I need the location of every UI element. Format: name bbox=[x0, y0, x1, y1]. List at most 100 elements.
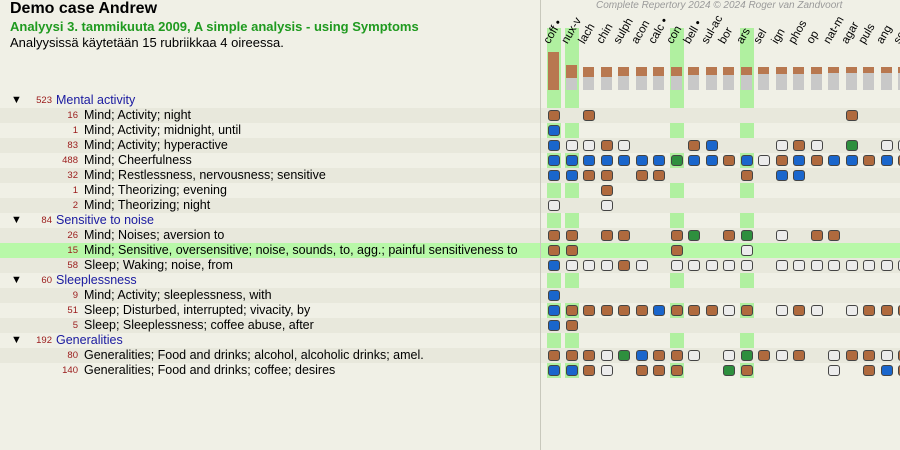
remedy-grade-cell[interactable] bbox=[618, 350, 630, 361]
remedy-grade-cell[interactable] bbox=[758, 155, 770, 166]
remedy-grade-cell[interactable] bbox=[670, 365, 683, 376]
remedy-grade-cell[interactable] bbox=[740, 305, 753, 316]
remedy-grade-cell[interactable] bbox=[548, 110, 560, 121]
remedy-grade-cell[interactable] bbox=[565, 350, 578, 361]
remedy-grade-cell[interactable] bbox=[548, 290, 560, 301]
rubric-row[interactable]: 488 Mind; Cheerfulness bbox=[0, 153, 540, 168]
collapse-triangle-icon[interactable]: ▼ bbox=[11, 334, 22, 346]
remedy-grade-cell[interactable] bbox=[548, 155, 560, 166]
rubric-row[interactable]: 5 Sleep; Sleeplessness; coffee abuse, aft… bbox=[0, 318, 540, 333]
remedy-grade-cell[interactable] bbox=[583, 260, 595, 271]
remedy-grade-cell[interactable] bbox=[775, 140, 788, 151]
remedy-grade-cell[interactable] bbox=[600, 365, 613, 376]
remedy-grade-cell[interactable] bbox=[880, 260, 893, 271]
remedy-grade-cell[interactable] bbox=[548, 305, 560, 316]
remedy-grade-cell[interactable] bbox=[880, 155, 893, 166]
remedy-grade-cell[interactable] bbox=[565, 305, 578, 316]
remedy-grade-cell[interactable] bbox=[863, 260, 875, 271]
remedy-grade-cell[interactable] bbox=[793, 170, 805, 181]
rubric-row[interactable]: 83 Mind; Activity; hyperactive bbox=[0, 138, 540, 153]
remedy-grade-cell[interactable] bbox=[828, 155, 840, 166]
rubric-row[interactable]: 2 Mind; Theorizing; night bbox=[0, 198, 540, 213]
remedy-grade-cell[interactable] bbox=[723, 365, 735, 376]
remedy-grade-cell[interactable] bbox=[828, 350, 840, 361]
remedy-grade-cell[interactable] bbox=[635, 365, 648, 376]
remedy-grade-cell[interactable] bbox=[845, 155, 858, 166]
symptom-group-row[interactable]: ▼ 84 Sensitive to noise bbox=[0, 213, 540, 228]
remedy-grade-cell[interactable] bbox=[828, 365, 840, 376]
remedy-grade-cell[interactable] bbox=[845, 140, 858, 151]
remedy-grade-cell[interactable] bbox=[688, 260, 700, 271]
remedy-header[interactable]: op bbox=[804, 28, 821, 46]
remedy-grade-cell[interactable] bbox=[810, 140, 823, 151]
remedy-grade-cell[interactable] bbox=[898, 365, 900, 376]
remedy-grade-cell[interactable] bbox=[845, 305, 858, 316]
remedy-grade-cell[interactable] bbox=[653, 170, 665, 181]
remedy-grade-cell[interactable] bbox=[880, 305, 893, 316]
remedy-grade-cell[interactable] bbox=[775, 155, 788, 166]
remedy-header[interactable]: ign bbox=[769, 26, 788, 46]
remedy-grade-cell[interactable] bbox=[845, 110, 858, 121]
rubric-row[interactable]: 32 Mind; Restlessness, nervousness; sensi… bbox=[0, 168, 540, 183]
remedy-grade-cell[interactable] bbox=[705, 140, 718, 151]
rubric-row[interactable]: 15 Mind; Sensitive, oversensitive; noise,… bbox=[0, 243, 540, 258]
remedy-grade-cell[interactable] bbox=[548, 320, 560, 331]
remedy-grade-cell[interactable] bbox=[653, 365, 665, 376]
remedy-grade-cell[interactable] bbox=[670, 305, 683, 316]
remedy-grade-cell[interactable] bbox=[635, 350, 648, 361]
symptom-group-row[interactable]: ▼ 60 Sleeplessness bbox=[0, 273, 540, 288]
remedy-grade-cell[interactable] bbox=[775, 170, 788, 181]
remedy-grade-cell[interactable] bbox=[863, 350, 875, 361]
remedy-grade-cell[interactable] bbox=[793, 140, 805, 151]
remedy-grade-cell[interactable] bbox=[565, 170, 578, 181]
remedy-grade-cell[interactable] bbox=[898, 260, 900, 271]
remedy-grade-cell[interactable] bbox=[635, 155, 648, 166]
remedy-grade-cell[interactable] bbox=[688, 350, 700, 361]
remedy-grade-cell[interactable] bbox=[845, 350, 858, 361]
remedy-grade-cell[interactable] bbox=[670, 260, 683, 271]
rubric-row[interactable]: 58 Sleep; Waking; noise, from bbox=[0, 258, 540, 273]
remedy-header[interactable]: sel bbox=[751, 27, 770, 46]
rubric-row[interactable]: 1 Mind; Theorizing; evening bbox=[0, 183, 540, 198]
remedy-grade-cell[interactable] bbox=[653, 305, 665, 316]
remedy-grade-cell[interactable] bbox=[740, 170, 753, 181]
rubric-row[interactable]: 16 Mind; Activity; night bbox=[0, 108, 540, 123]
remedy-grade-cell[interactable] bbox=[600, 260, 613, 271]
remedy-grade-cell[interactable] bbox=[548, 260, 560, 271]
remedy-grade-cell[interactable] bbox=[723, 155, 735, 166]
remedy-grade-cell[interactable] bbox=[548, 200, 560, 211]
remedy-grade-cell[interactable] bbox=[880, 140, 893, 151]
remedy-grade-cell[interactable] bbox=[863, 305, 875, 316]
remedy-grade-cell[interactable] bbox=[653, 155, 665, 166]
remedy-grade-cell[interactable] bbox=[740, 260, 753, 271]
remedy-grade-cell[interactable] bbox=[740, 230, 753, 241]
remedy-grade-cell[interactable] bbox=[740, 245, 753, 256]
rubric-row[interactable]: 1 Mind; Activity; midnight, until bbox=[0, 123, 540, 138]
remedy-grade-cell[interactable] bbox=[775, 305, 788, 316]
remedy-header[interactable]: sep bbox=[891, 23, 900, 46]
remedy-grade-cell[interactable] bbox=[793, 260, 805, 271]
rubric-row[interactable]: 51 Sleep; Disturbed, interrupted; vivacit… bbox=[0, 303, 540, 318]
symptom-group-row[interactable]: ▼ 192 Generalities bbox=[0, 333, 540, 348]
remedy-grade-cell[interactable] bbox=[845, 260, 858, 271]
remedy-grade-cell[interactable] bbox=[775, 260, 788, 271]
remedy-grade-cell[interactable] bbox=[600, 305, 613, 316]
remedy-grade-cell[interactable] bbox=[548, 125, 560, 136]
remedy-grade-cell[interactable] bbox=[600, 185, 613, 196]
analysis-title[interactable]: Analyysi 3. tammikuuta 2009, A simple an… bbox=[10, 19, 419, 34]
remedy-grade-cell[interactable] bbox=[565, 260, 578, 271]
remedy-grade-cell[interactable] bbox=[775, 230, 788, 241]
rubric-row[interactable]: 140 Generalities; Food and drinks; coffee… bbox=[0, 363, 540, 378]
remedy-grade-cell[interactable] bbox=[670, 350, 683, 361]
remedy-grade-cell[interactable] bbox=[618, 305, 630, 316]
remedy-grade-cell[interactable] bbox=[548, 230, 560, 241]
remedy-grade-cell[interactable] bbox=[810, 230, 823, 241]
remedy-header[interactable]: coff • bbox=[541, 17, 565, 46]
remedy-grade-cell[interactable] bbox=[565, 365, 578, 376]
remedy-grade-cell[interactable] bbox=[653, 350, 665, 361]
symptom-group-row[interactable]: ▼ 523 Mental activity bbox=[0, 93, 540, 108]
remedy-grade-cell[interactable] bbox=[880, 350, 893, 361]
remedy-grade-cell[interactable] bbox=[688, 230, 700, 241]
collapse-triangle-icon[interactable]: ▼ bbox=[11, 274, 22, 286]
remedy-grade-cell[interactable] bbox=[548, 170, 560, 181]
